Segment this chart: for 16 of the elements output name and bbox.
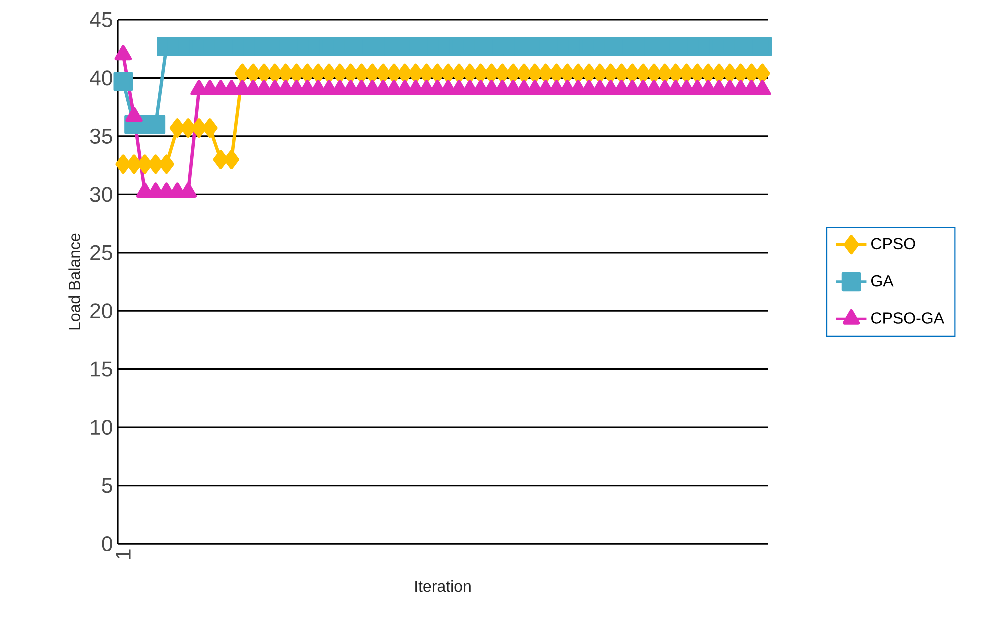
y-tick-label: 30 [90, 187, 112, 202]
x-tick-label: 1 [116, 550, 131, 559]
y-tick-label: 5 [102, 478, 112, 494]
x-axis-title: Iteration [416, 580, 471, 592]
y-tick-label: 40 [90, 70, 112, 86]
y-tick-label: 10 [91, 420, 112, 436]
y-tick-label: 0 [102, 536, 112, 552]
legend-label: CPSO [872, 238, 916, 250]
y-tick-label: 25 [90, 245, 112, 260]
y-tick-label: 15 [91, 362, 112, 377]
y-axis-title: Load Balance [68, 234, 80, 330]
y-tick-label: 45 [90, 12, 112, 28]
y-tick-label: 20 [90, 304, 112, 319]
y-tick-label: 35 [90, 128, 112, 144]
legend-label: CPSO-GA [872, 312, 944, 324]
legend-label: GA [872, 275, 894, 287]
